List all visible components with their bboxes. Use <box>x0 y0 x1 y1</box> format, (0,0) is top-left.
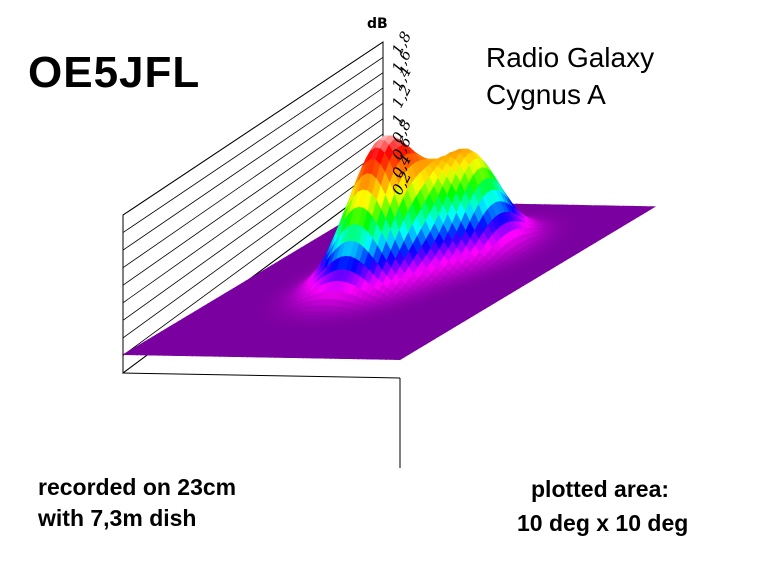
recording-info-line1: recorded on 23cm <box>38 474 237 500</box>
callsign-label: OE5JFL <box>28 48 201 97</box>
plotted-area-line2: 10 deg x 10 deg <box>517 510 689 536</box>
surface-mesh <box>121 135 657 361</box>
recording-info-line2: with 7,3m dish <box>38 505 197 531</box>
axis-box-front <box>122 215 401 468</box>
chart-title-line1: Radio Galaxy <box>486 42 655 73</box>
z-axis-label: dB <box>367 16 388 32</box>
axis-box <box>122 41 384 374</box>
chart-title-line2: Cygnus A <box>486 79 606 110</box>
plotted-area-line1: plotted area: <box>531 476 670 502</box>
